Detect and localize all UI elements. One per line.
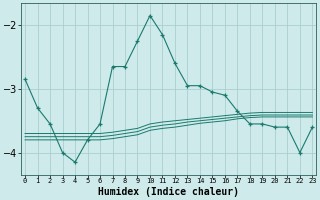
X-axis label: Humidex (Indice chaleur): Humidex (Indice chaleur) [98, 187, 239, 197]
